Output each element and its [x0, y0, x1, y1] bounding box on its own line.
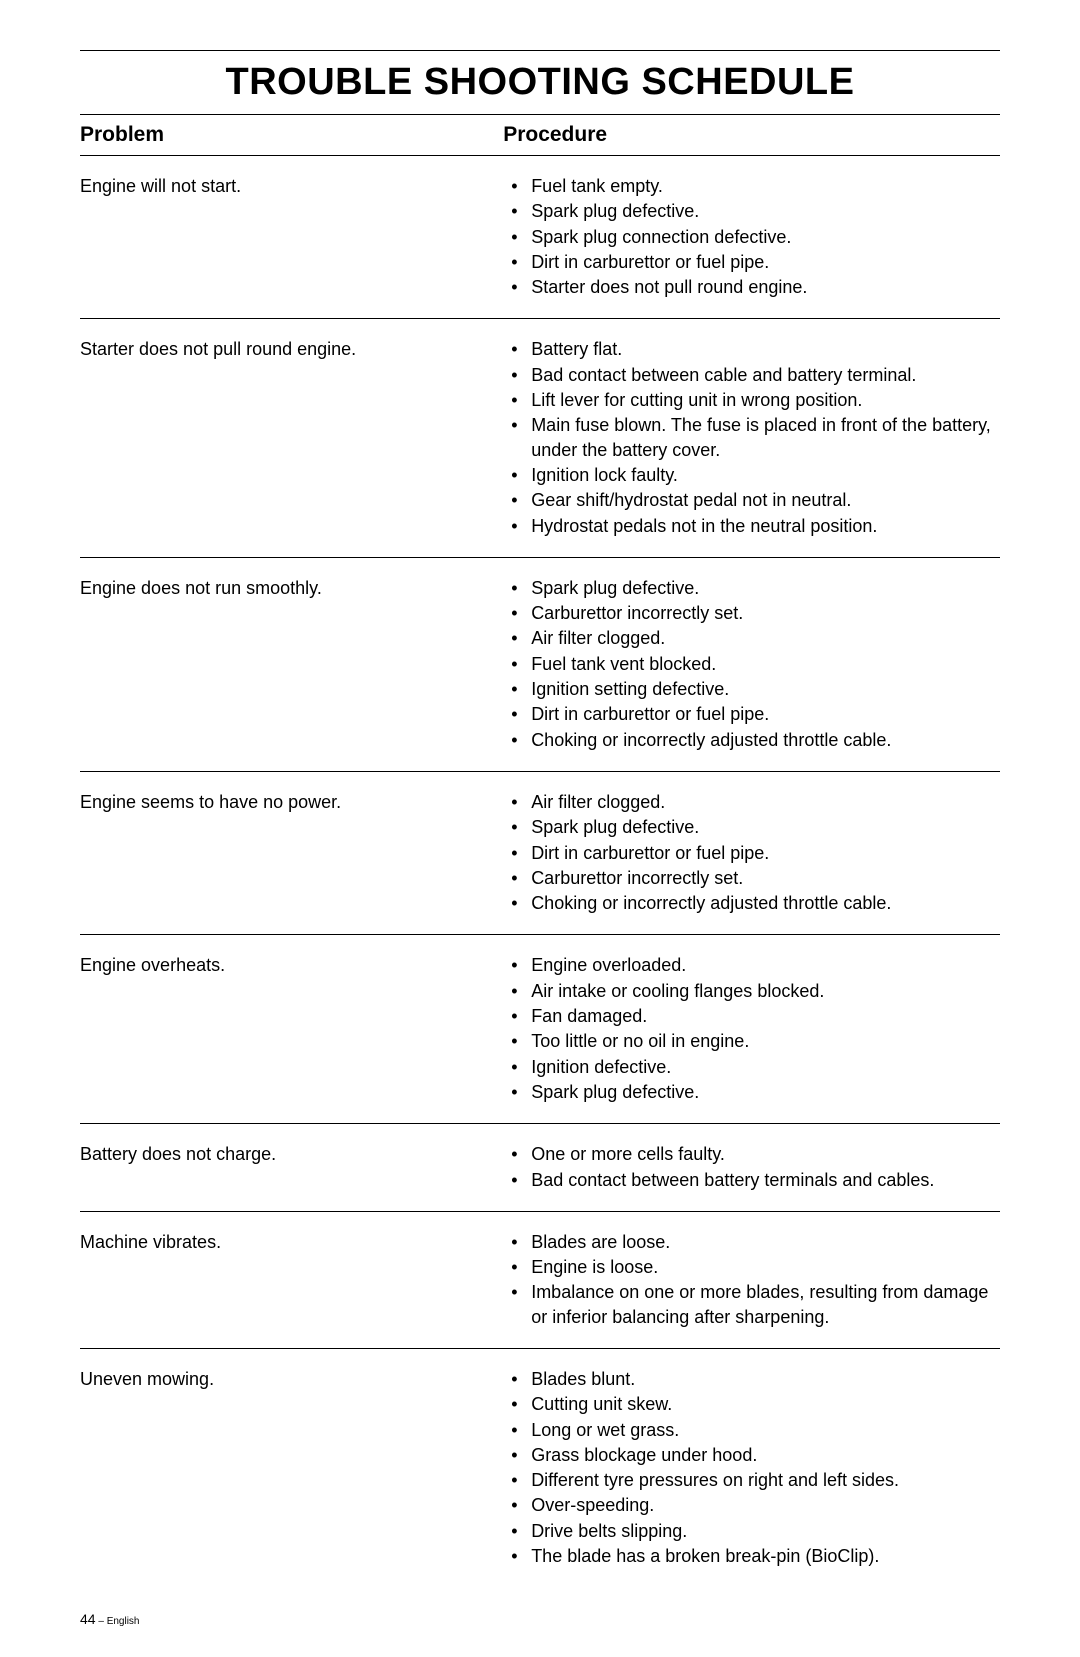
table-row: Uneven mowing.Blades blunt.Cutting unit …	[80, 1349, 1000, 1587]
procedure-list: Fuel tank empty.Spark plug defective.Spa…	[503, 174, 1000, 299]
table-row: Engine will not start.Fuel tank empty.Sp…	[80, 156, 1000, 319]
problem-text: Uneven mowing.	[80, 1367, 503, 1569]
list-item: Blades blunt.	[503, 1367, 1000, 1391]
list-item: Imbalance on one or more blades, resulti…	[503, 1280, 1000, 1329]
problem-text: Battery does not charge.	[80, 1142, 503, 1193]
page-number: 44	[80, 1611, 96, 1627]
procedure-list: Air filter clogged.Spark plug defective.…	[503, 790, 1000, 915]
list-item: Long or wet grass.	[503, 1418, 1000, 1442]
list-item: Spark plug defective.	[503, 199, 1000, 223]
procedure-list: Blades are loose.Engine is loose.Imbalan…	[503, 1230, 1000, 1329]
page-footer: 44 – English	[80, 1611, 1000, 1627]
list-item: Bad contact between cable and battery te…	[503, 363, 1000, 387]
list-item: Air filter clogged.	[503, 626, 1000, 650]
list-item: Cutting unit skew.	[503, 1392, 1000, 1416]
list-item: Ignition lock faulty.	[503, 463, 1000, 487]
list-item: Air intake or cooling flanges blocked.	[503, 979, 1000, 1003]
list-item: Grass blockage under hood.	[503, 1443, 1000, 1467]
list-item: Spark plug defective.	[503, 815, 1000, 839]
procedure-list: Spark plug defective.Carburettor incorre…	[503, 576, 1000, 752]
list-item: Engine overloaded.	[503, 953, 1000, 977]
list-item: Lift lever for cutting unit in wrong pos…	[503, 388, 1000, 412]
list-item: Different tyre pressures on right and le…	[503, 1468, 1000, 1492]
list-item: The blade has a broken break-pin (BioCli…	[503, 1544, 1000, 1568]
procedure-cell: Blades are loose.Engine is loose.Imbalan…	[503, 1230, 1000, 1330]
list-item: Starter does not pull round engine.	[503, 275, 1000, 299]
list-item: Blades are loose.	[503, 1230, 1000, 1254]
header-procedure: Procedure	[503, 123, 1000, 147]
list-item: Choking or incorrectly adjusted throttle…	[503, 728, 1000, 752]
list-item: Dirt in carburettor or fuel pipe.	[503, 250, 1000, 274]
procedure-cell: Spark plug defective.Carburettor incorre…	[503, 576, 1000, 753]
procedure-list: Blades blunt.Cutting unit skew.Long or w…	[503, 1367, 1000, 1568]
table-row: Engine seems to have no power.Air filter…	[80, 772, 1000, 935]
list-item: Main fuse blown. The fuse is placed in f…	[503, 413, 1000, 462]
list-item: Drive belts slipping.	[503, 1519, 1000, 1543]
list-item: Spark plug defective.	[503, 576, 1000, 600]
list-item: Carburettor incorrectly set.	[503, 866, 1000, 890]
list-item: Choking or incorrectly adjusted throttle…	[503, 891, 1000, 915]
problem-text: Engine seems to have no power.	[80, 790, 503, 916]
list-item: Air filter clogged.	[503, 790, 1000, 814]
list-item: One or more cells faulty.	[503, 1142, 1000, 1166]
list-item: Dirt in carburettor or fuel pipe.	[503, 702, 1000, 726]
procedure-list: Battery flat.Bad contact between cable a…	[503, 337, 1000, 537]
procedure-cell: One or more cells faulty.Bad contact bet…	[503, 1142, 1000, 1193]
procedure-cell: Fuel tank empty.Spark plug defective.Spa…	[503, 174, 1000, 300]
header-problem: Problem	[80, 123, 503, 147]
list-item: Ignition defective.	[503, 1055, 1000, 1079]
list-item: Carburettor incorrectly set.	[503, 601, 1000, 625]
list-item: Battery flat.	[503, 337, 1000, 361]
list-item: Hydrostat pedals not in the neutral posi…	[503, 514, 1000, 538]
list-item: Gear shift/hydrostat pedal not in neutra…	[503, 488, 1000, 512]
table-row: Battery does not charge.One or more cell…	[80, 1124, 1000, 1212]
problem-text: Engine will not start.	[80, 174, 503, 300]
page-title: TROUBLE SHOOTING SCHEDULE	[80, 57, 1000, 114]
table-header-row: Problem Procedure	[80, 114, 1000, 156]
list-item: Spark plug defective.	[503, 1080, 1000, 1104]
list-item: Fuel tank vent blocked.	[503, 652, 1000, 676]
problem-text: Starter does not pull round engine.	[80, 337, 503, 538]
list-item: Too little or no oil in engine.	[503, 1029, 1000, 1053]
list-item: Spark plug connection defective.	[503, 225, 1000, 249]
table-row: Engine does not run smoothly.Spark plug …	[80, 558, 1000, 772]
entries-container: Engine will not start.Fuel tank empty.Sp…	[80, 156, 1000, 1587]
list-item: Fan damaged.	[503, 1004, 1000, 1028]
procedure-list: Engine overloaded.Air intake or cooling …	[503, 953, 1000, 1104]
procedure-cell: Engine overloaded.Air intake or cooling …	[503, 953, 1000, 1105]
procedure-cell: Air filter clogged.Spark plug defective.…	[503, 790, 1000, 916]
list-item: Bad contact between battery terminals an…	[503, 1168, 1000, 1192]
procedure-list: One or more cells faulty.Bad contact bet…	[503, 1142, 1000, 1192]
problem-text: Engine overheats.	[80, 953, 503, 1105]
table-row: Starter does not pull round engine.Batte…	[80, 319, 1000, 557]
list-item: Ignition setting defective.	[503, 677, 1000, 701]
list-item: Over-speeding.	[503, 1493, 1000, 1517]
table-row: Engine overheats.Engine overloaded.Air i…	[80, 935, 1000, 1124]
procedure-cell: Battery flat.Bad contact between cable a…	[503, 337, 1000, 538]
procedure-cell: Blades blunt.Cutting unit skew.Long or w…	[503, 1367, 1000, 1569]
top-rule	[80, 50, 1000, 51]
list-item: Dirt in carburettor or fuel pipe.	[503, 841, 1000, 865]
list-item: Engine is loose.	[503, 1255, 1000, 1279]
list-item: Fuel tank empty.	[503, 174, 1000, 198]
table-row: Machine vibrates.Blades are loose.Engine…	[80, 1212, 1000, 1349]
page-lang: – English	[96, 1616, 140, 1627]
problem-text: Machine vibrates.	[80, 1230, 503, 1330]
problem-text: Engine does not run smoothly.	[80, 576, 503, 753]
